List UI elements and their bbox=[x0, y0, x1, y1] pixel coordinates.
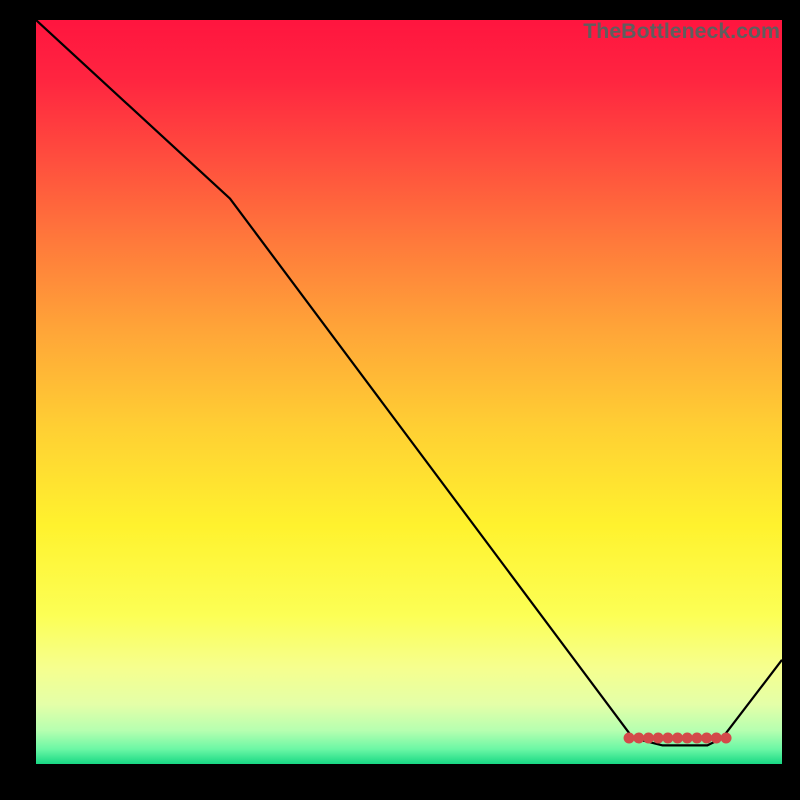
plot-marker bbox=[633, 732, 644, 743]
plot-marker bbox=[643, 732, 654, 743]
plot-marker bbox=[624, 732, 635, 743]
chart-root: TheBottleneck.com bbox=[0, 0, 800, 800]
plot-marker bbox=[701, 732, 712, 743]
plot-marker bbox=[662, 732, 673, 743]
watermark-text: TheBottleneck.com bbox=[583, 19, 780, 44]
plot-marker bbox=[672, 732, 683, 743]
plot-marker bbox=[682, 732, 693, 743]
chart-svg bbox=[36, 20, 782, 764]
plot-area: TheBottleneck.com bbox=[36, 20, 782, 764]
plot-marker bbox=[721, 732, 732, 743]
plot-marker bbox=[711, 732, 722, 743]
plot-marker bbox=[653, 732, 664, 743]
plot-marker bbox=[691, 732, 702, 743]
plot-line bbox=[36, 20, 782, 745]
